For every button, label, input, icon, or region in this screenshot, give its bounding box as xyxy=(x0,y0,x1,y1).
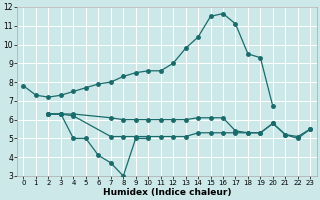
X-axis label: Humidex (Indice chaleur): Humidex (Indice chaleur) xyxy=(103,188,231,197)
